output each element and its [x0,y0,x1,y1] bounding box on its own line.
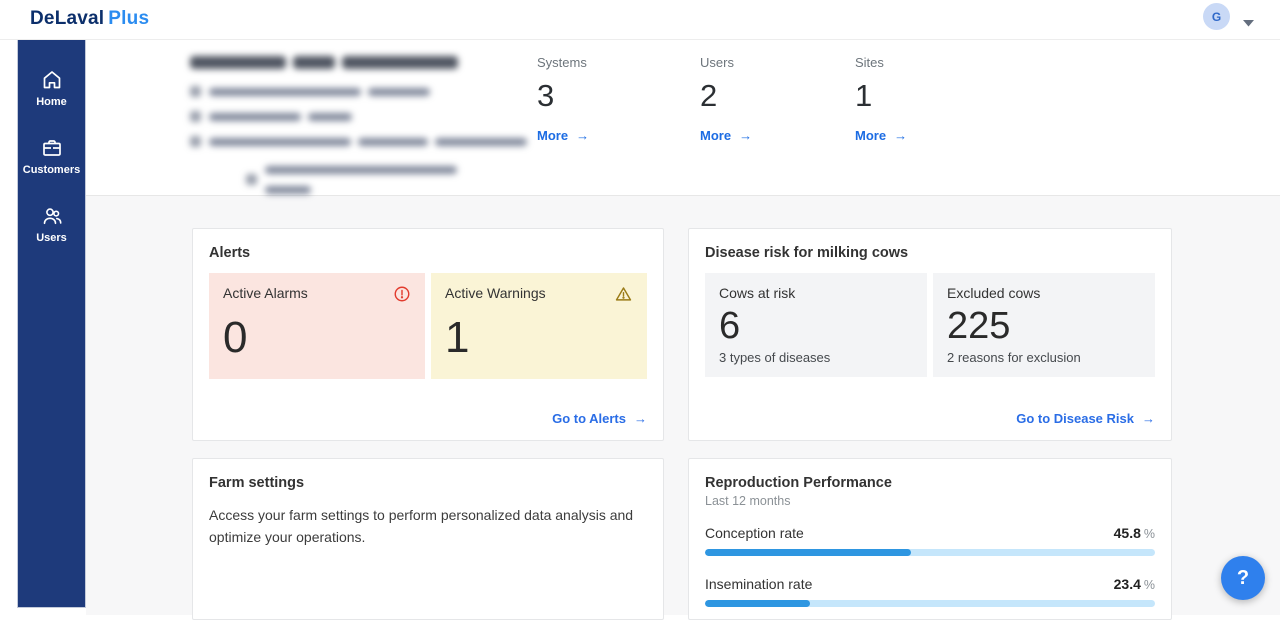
excluded-cows-count: 225 [947,305,1011,347]
active-warnings-tile[interactable]: Active Warnings 1 [431,273,647,379]
insemination-rate-progressbar [705,600,1155,607]
cows-at-risk-tile[interactable]: Cows at risk 6 3 types of diseases [705,273,927,377]
users-icon [40,204,64,228]
cows-at-risk-count: 6 [719,305,741,347]
insemination-rate-metric: Insemination rate 23.4% [705,576,1155,607]
customer-detail-blurred [190,111,534,122]
chevron-down-icon [1243,20,1254,27]
logo-text-secondary: Plus [108,8,150,29]
customer-overview-header: Systems 3 More → Users 2 More → Sites 1 Mo… [86,40,1280,196]
stat-value: 1 [855,78,873,113]
tile-subtext: 2 reasons for exclusion [947,350,1081,365]
metric-value: 45.8% [1113,525,1155,541]
reproduction-period-label: Last 12 months [705,494,791,508]
stat-systems: Systems 3 More → [537,55,589,143]
farm-card-title: Farm settings [209,475,305,491]
top-app-bar: DeLaval Plus G [0,0,1280,40]
stat-label: Systems [537,55,587,70]
customer-detail-blurred [246,161,534,197]
progress-fill [705,600,811,607]
arrow-right-icon: → [894,128,908,143]
alarm-icon [393,285,411,308]
home-icon [40,68,64,92]
go-to-disease-risk-link[interactable]: Go to Disease Risk → [1016,411,1155,426]
warning-icon [614,285,633,308]
sidebar-nav: Home Customers Users [17,40,86,608]
arrow-right-icon: → [576,128,590,143]
excluded-cows-tile[interactable]: Excluded cows 225 2 reasons for exclusio… [933,273,1155,377]
tile-subtext: 3 types of diseases [719,350,831,365]
sidebar-item-label: Customers [22,164,81,176]
tile-label: Cows at risk [719,285,796,301]
delaval-plus-logo: DeLaval Plus [30,8,149,30]
sidebar-item-customers[interactable]: Customers [18,136,85,176]
stat-label: Users [700,55,734,70]
customer-detail-blurred [190,136,534,147]
help-button[interactable]: ? [1221,556,1265,600]
logo-text-primary: DeLaval [30,8,105,29]
conception-rate-metric: Conception rate 45.8% [705,525,1155,556]
arrow-right-icon: → [739,128,753,143]
disease-card-title: Disease risk for milking cows [705,245,909,261]
active-alarms-tile[interactable]: Active Alarms 0 [209,273,425,379]
active-warnings-count: 1 [445,313,470,362]
more-sites-link[interactable]: More → [855,128,908,143]
reproduction-performance-card: Reproduction Performance Last 12 months … [688,458,1172,620]
stat-label: Sites [855,55,884,70]
go-to-alerts-link[interactable]: Go to Alerts → [552,411,647,426]
disease-risk-card: Disease risk for milking cows Cows at ri… [688,228,1172,441]
customer-info-redacted [190,54,534,197]
tile-label: Active Alarms [223,285,308,301]
stat-sites: Sites 1 More → [855,55,907,143]
alerts-card-title: Alerts [209,245,251,261]
question-mark-icon: ? [1236,566,1250,589]
sidebar-item-label: Home [36,96,67,108]
active-alarms-count: 0 [223,313,248,362]
metric-label: Insemination rate [705,576,813,592]
more-systems-link[interactable]: More → [537,128,590,143]
sidebar-item-home[interactable]: Home [18,68,85,108]
progress-fill [705,549,912,556]
user-avatar[interactable]: G [1203,3,1230,30]
tile-label: Excluded cows [947,285,1041,301]
farm-settings-card: Farm settings Access your farm settings … [192,458,664,620]
farm-card-description: Access your farm settings to perform per… [209,507,634,545]
conception-rate-progressbar [705,549,1155,556]
alerts-card: Alerts Active Alarms 0 Active Warnings 1… [192,228,664,441]
arrow-right-icon: → [1142,411,1155,426]
arrow-right-icon: → [634,411,647,426]
more-users-link[interactable]: More → [700,128,753,143]
metric-label: Conception rate [705,525,804,541]
metric-value: 23.4% [1113,576,1155,592]
account-menu-button[interactable] [1243,14,1254,32]
customer-detail-blurred [190,86,534,97]
briefcase-icon [40,136,64,160]
stat-value: 2 [700,78,718,113]
stat-value: 3 [537,78,555,113]
sidebar-item-label: Users [36,232,67,244]
customer-name-blurred [190,54,534,72]
stat-users: Users 2 More → [700,55,752,143]
reproduction-card-title: Reproduction Performance [705,475,892,491]
tile-label: Active Warnings [445,285,546,301]
sidebar-item-users[interactable]: Users [18,204,85,244]
